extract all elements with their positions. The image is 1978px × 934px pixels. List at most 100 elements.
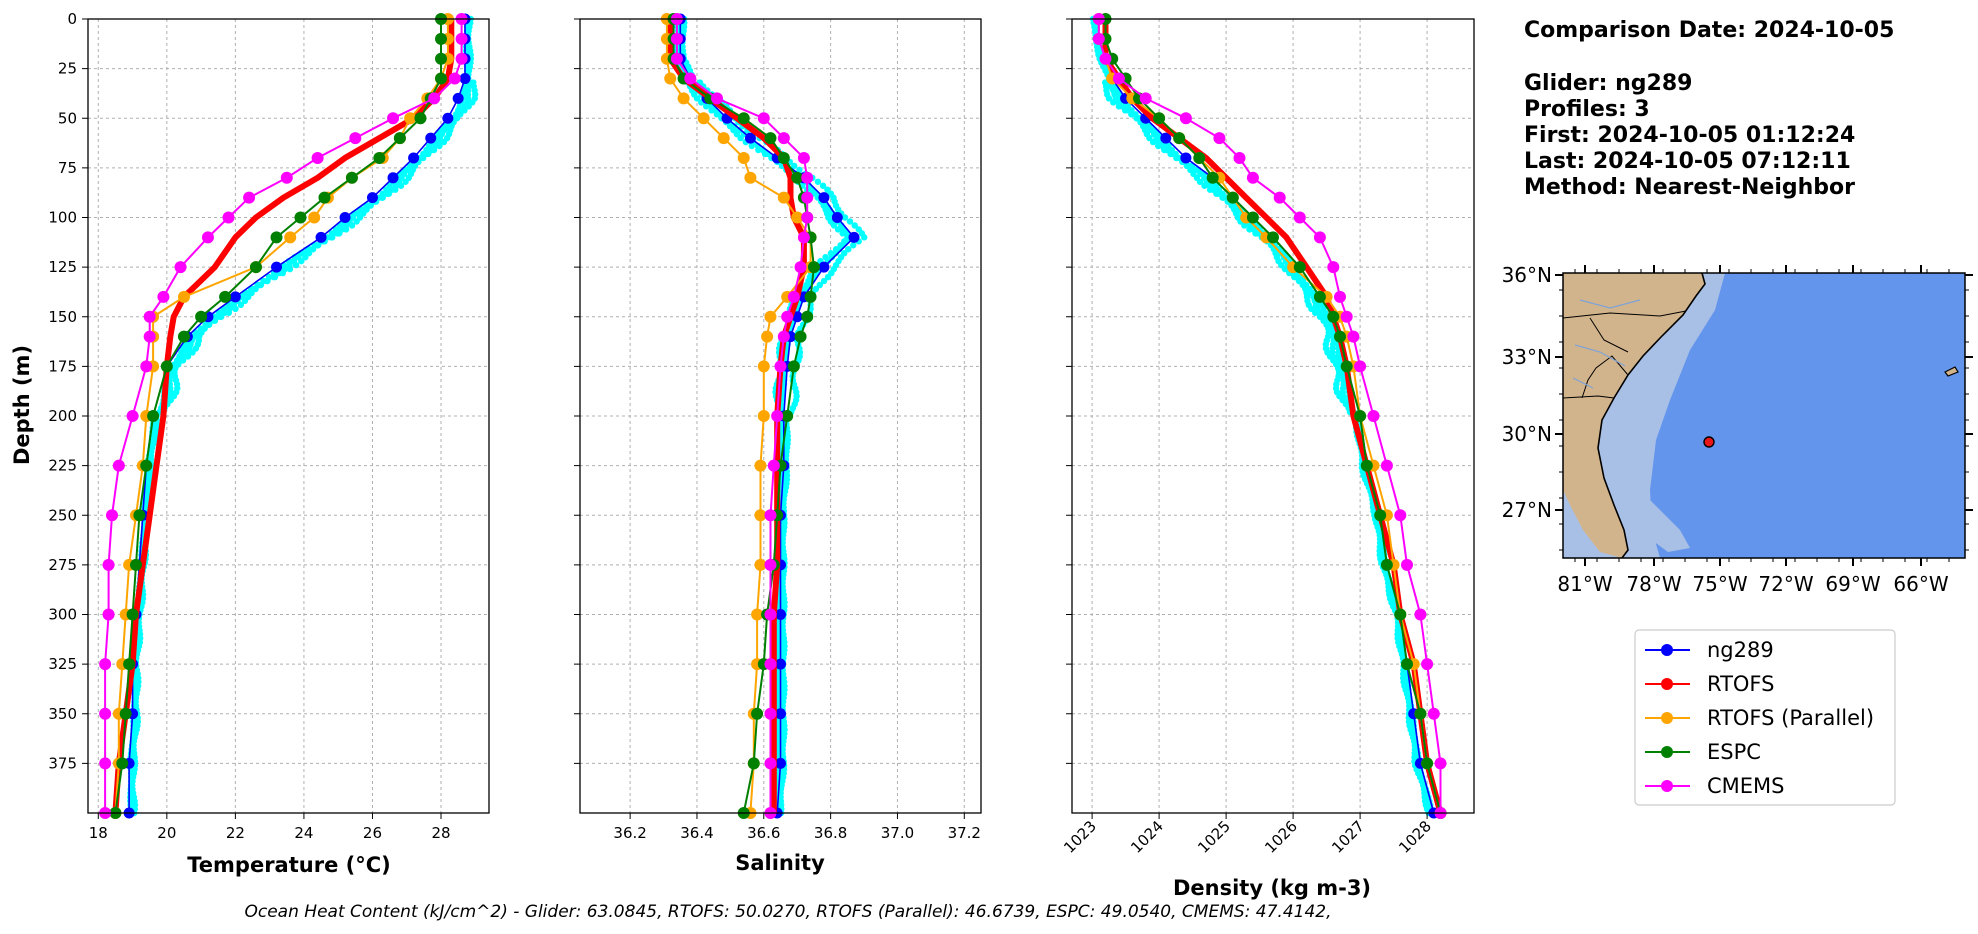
series-point xyxy=(1401,658,1413,671)
series-point xyxy=(771,410,784,422)
panel-2: 36.2 36.4 36.6 36.8 37.0 37.2 xyxy=(574,13,982,842)
series-point xyxy=(775,757,786,769)
glider-raw-point xyxy=(851,222,858,229)
series-point xyxy=(140,360,153,373)
series-point xyxy=(697,112,710,125)
lon-tick-label: 81°W xyxy=(1557,572,1612,596)
y-tick-label: 325 xyxy=(48,655,77,673)
glider-raw-point xyxy=(237,301,245,309)
legend-marker xyxy=(1661,780,1673,792)
y-tick-label: 100 xyxy=(48,209,77,227)
legend-label: RTOFS (Parallel) xyxy=(1707,706,1874,730)
glider-raw-point xyxy=(1161,146,1168,154)
series-point xyxy=(764,310,777,323)
y-tick-label: 225 xyxy=(48,457,77,475)
series-point xyxy=(664,72,677,85)
series-point xyxy=(133,509,146,522)
series-point xyxy=(177,330,190,343)
glider-raw-point xyxy=(392,186,399,193)
series-point xyxy=(126,608,139,621)
info-block: Comparison Date: 2024-10-05 Glider: ng28… xyxy=(1524,18,1894,200)
series-point xyxy=(157,290,170,303)
lat-tick-label: 33°N xyxy=(1502,345,1552,369)
glider-raw-point xyxy=(292,261,300,269)
series-point xyxy=(271,261,283,273)
series-point xyxy=(1139,92,1152,105)
series-point xyxy=(318,191,331,204)
series-point xyxy=(102,558,115,571)
glider-raw-point xyxy=(402,178,409,185)
series-point xyxy=(1394,608,1407,621)
series-point xyxy=(1354,360,1367,373)
legend-box xyxy=(1634,629,1896,806)
series-point xyxy=(1347,330,1360,343)
series-point xyxy=(311,151,324,164)
panel-1: 0 25 50 75 100 125 150 175 200 225 250 275 300 325 350… xyxy=(48,10,490,842)
glider-raw-point xyxy=(1133,115,1140,122)
series-line xyxy=(104,19,463,813)
glider-raw-point xyxy=(1308,305,1315,313)
legend-label: RTOFS xyxy=(1707,672,1774,696)
lat-tick-label: 27°N xyxy=(1502,498,1552,522)
y-tick-label: 275 xyxy=(48,556,77,574)
glider-raw-point xyxy=(1167,150,1174,158)
glider-raw-point xyxy=(279,269,286,277)
series-point xyxy=(737,151,750,164)
glider-raw-point xyxy=(241,297,249,305)
series-line xyxy=(675,19,809,813)
series-point xyxy=(787,290,800,303)
glider-raw-point xyxy=(841,214,849,221)
glider-raw-point xyxy=(1291,273,1298,281)
profile-count: Profiles: 3 xyxy=(1524,97,1650,122)
comparison-date: Comparison Date: 2024-10-05 xyxy=(1524,18,1894,43)
legend-item: RTOFS xyxy=(1645,672,1774,696)
glider-raw-point xyxy=(298,257,305,265)
series-point xyxy=(116,757,129,770)
y-tick-label: 375 xyxy=(48,754,77,772)
map-coastline xyxy=(1597,273,1706,558)
glider-raw-point xyxy=(824,273,832,281)
glider-raw-point xyxy=(839,230,846,237)
series-point xyxy=(294,211,307,224)
series-point xyxy=(105,509,118,522)
series-point xyxy=(1340,360,1353,373)
series-point xyxy=(775,609,786,620)
glider-raw-point xyxy=(713,111,720,118)
glider-raw-point xyxy=(302,254,309,261)
y-tick-label: 50 xyxy=(58,109,77,127)
x-tick-label: 37.0 xyxy=(881,824,914,842)
series-point xyxy=(1179,112,1192,125)
series-point xyxy=(807,261,820,274)
glider-raw-point xyxy=(1206,186,1214,193)
series-point xyxy=(123,658,136,671)
series-point xyxy=(140,459,153,472)
series-point xyxy=(249,261,262,274)
series-point xyxy=(737,112,750,125)
x-tick-label: 36.6 xyxy=(747,824,780,842)
series-cmems xyxy=(1092,13,1447,819)
series-point xyxy=(744,171,757,184)
panel-3: 1023 1024 1025 1026 1027 1028 xyxy=(1060,13,1475,857)
series-point xyxy=(777,330,790,343)
series-point xyxy=(195,310,208,323)
x-tick-label: 26 xyxy=(363,824,382,842)
glider-raw-point xyxy=(850,242,857,249)
series-point xyxy=(1380,558,1393,571)
series-point xyxy=(751,707,764,720)
series-point xyxy=(455,32,468,45)
series-point xyxy=(99,658,112,671)
lon-tick-label: 78°W xyxy=(1626,572,1681,596)
series-point xyxy=(393,132,406,145)
series-point xyxy=(1267,231,1279,244)
series-point xyxy=(284,231,297,244)
legend-item: CMEMS xyxy=(1645,774,1785,798)
glider-raw-point xyxy=(828,254,836,261)
location-map: 36°N 33°N 30°N 27°N 81°W 78°W 75°W 72°W 69°W 66°W xyxy=(1502,263,1973,596)
series-point xyxy=(459,73,471,85)
glider-name: Glider: ng289 xyxy=(1524,71,1692,96)
series-point xyxy=(717,132,730,145)
series-point xyxy=(143,310,156,323)
series-point xyxy=(670,52,683,65)
series-point xyxy=(1233,151,1246,164)
